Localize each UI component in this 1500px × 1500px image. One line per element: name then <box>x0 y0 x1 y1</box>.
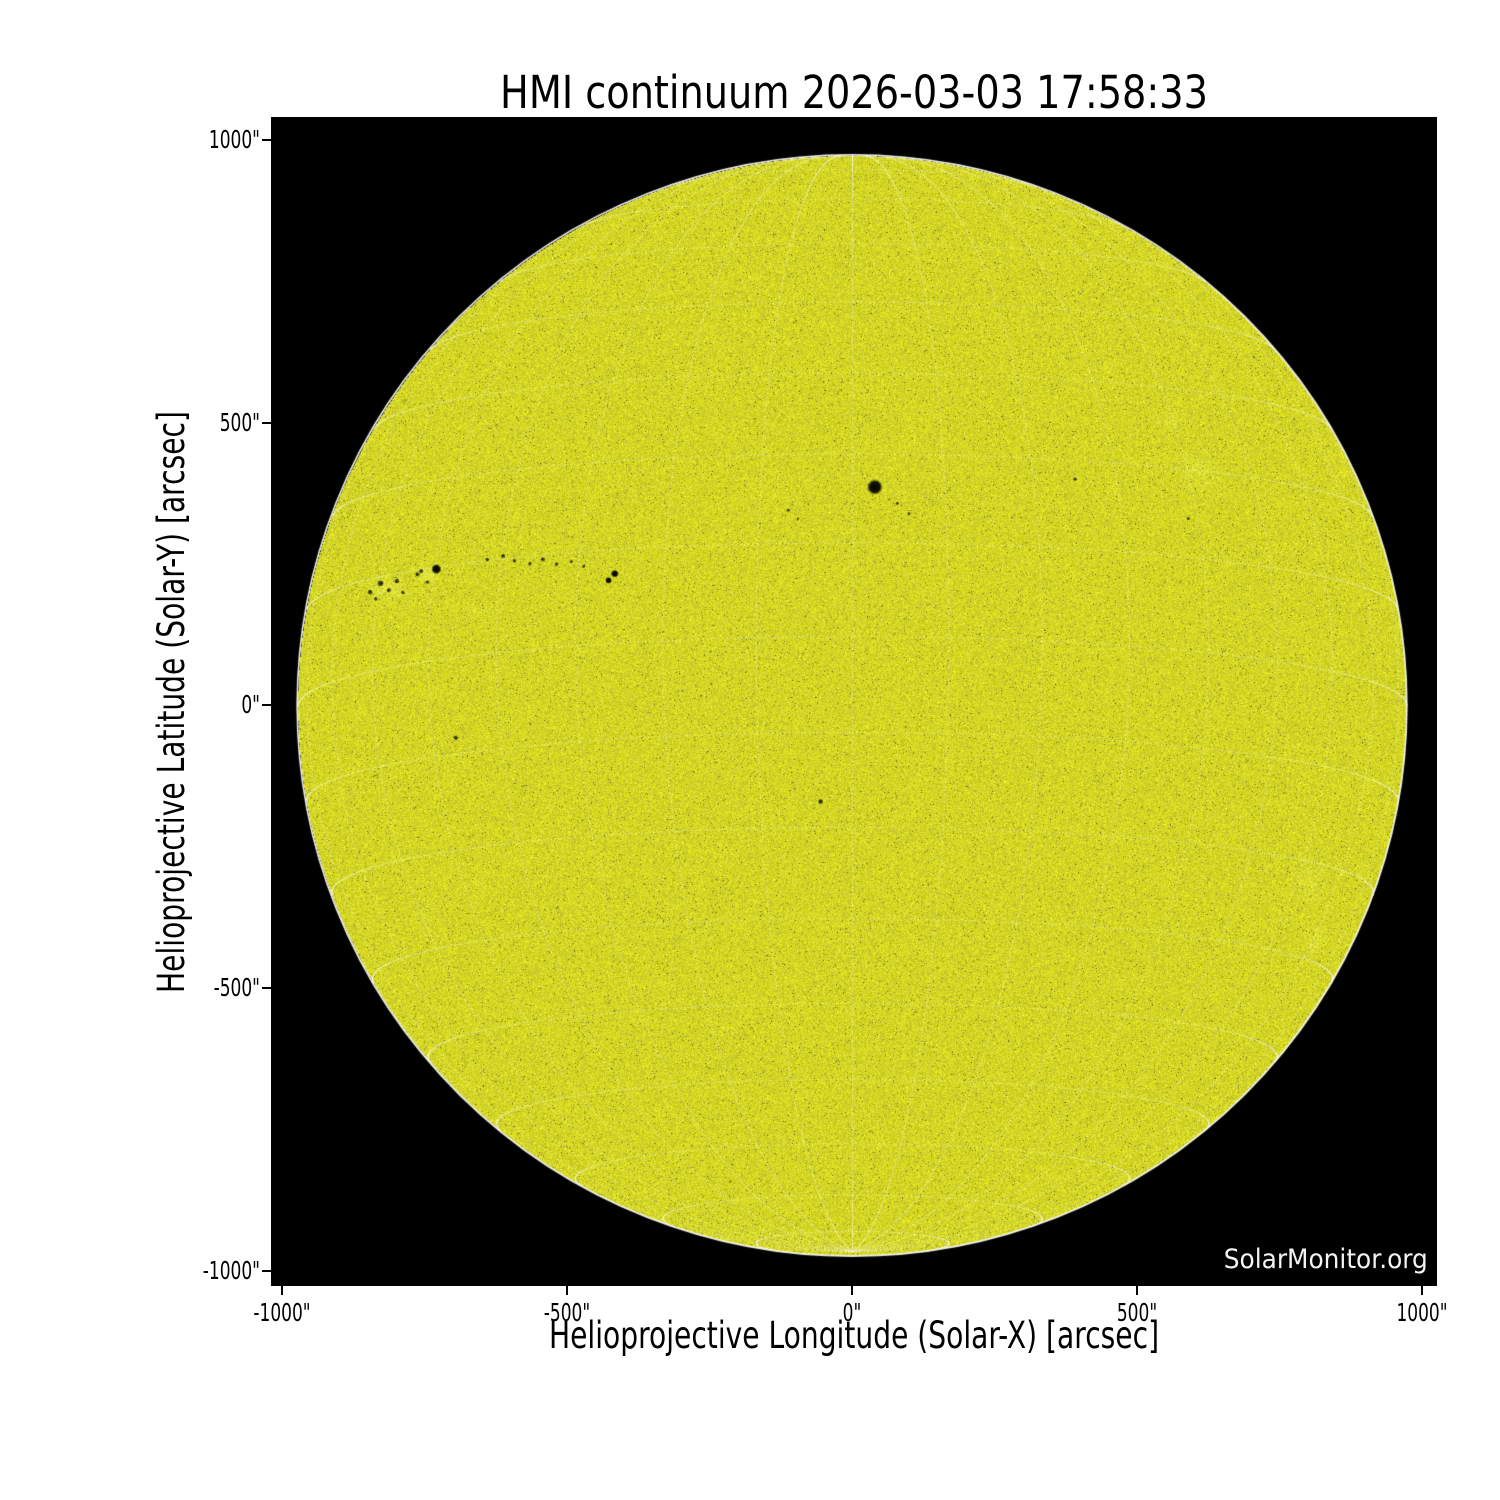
y-tick-mark <box>262 1270 271 1273</box>
chart-title: HMI continuum 2026-03-03 17:58:33 <box>500 66 1208 119</box>
solar-disk-image <box>271 117 1437 1286</box>
x-tick-label: 1000" <box>1396 1298 1448 1327</box>
plot-area <box>271 117 1437 1286</box>
y-tick-mark <box>262 704 271 707</box>
y-tick-mark <box>262 421 271 424</box>
y-tick-mark <box>262 138 271 141</box>
x-tick-label: 500" <box>1116 1298 1158 1327</box>
x-tick-mark <box>565 1286 568 1295</box>
x-tick-label: -1000" <box>253 1298 311 1327</box>
x-tick-label: 0" <box>842 1298 862 1327</box>
y-tick-mark <box>262 987 271 990</box>
y-tick-label: -500" <box>213 973 260 1003</box>
x-tick-mark <box>280 1286 283 1295</box>
x-tick-mark <box>1421 1286 1424 1295</box>
y-tick-label: 500" <box>219 407 260 437</box>
x-tick-mark <box>851 1286 853 1295</box>
watermark: SolarMonitor.org <box>1223 1244 1428 1275</box>
y-tick-label: -1000" <box>202 1256 260 1286</box>
x-tick-label: -500" <box>543 1298 591 1327</box>
y-tick-label: 0" <box>241 690 260 720</box>
x-tick-mark <box>1136 1286 1139 1295</box>
x-axis-title: Helioprojective Longitude (Solar-X) [arc… <box>548 1314 1160 1357</box>
y-axis-title: Helioprojective Latitude (Solar-Y) [arcs… <box>149 411 193 993</box>
y-tick-label: 1000" <box>208 124 260 154</box>
